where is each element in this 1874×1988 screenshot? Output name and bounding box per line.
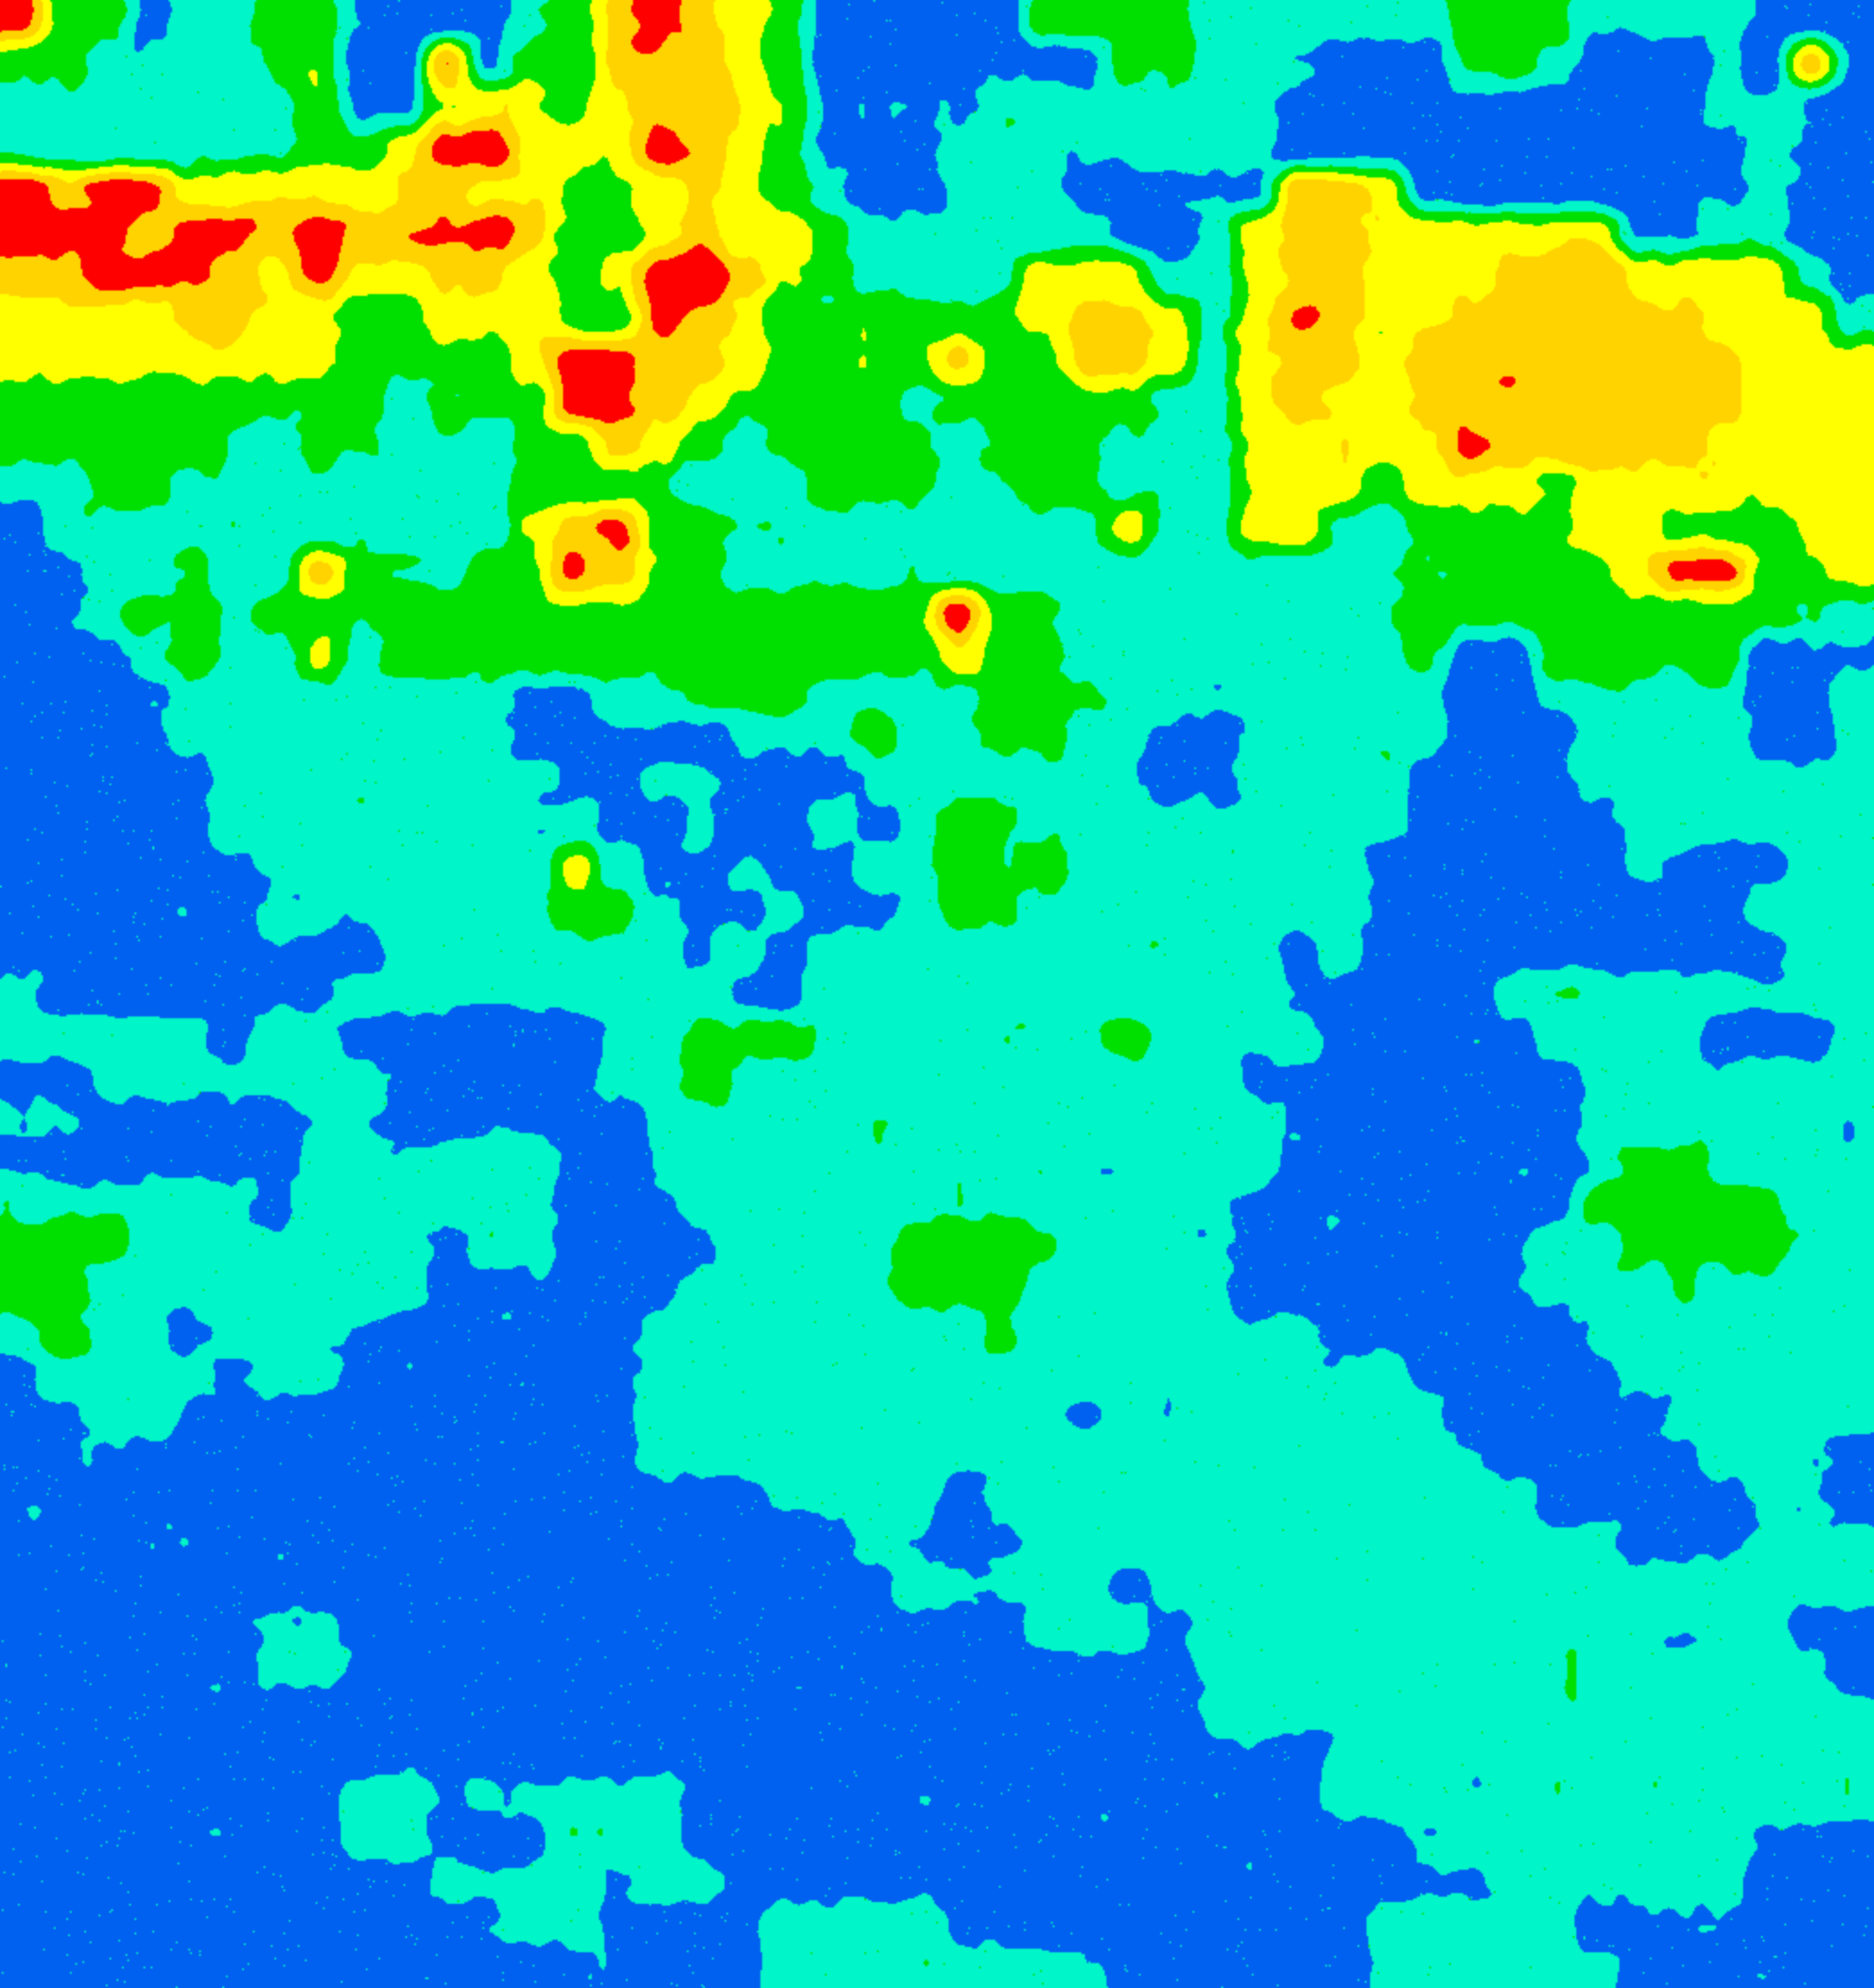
- false-color-map: [0, 0, 1874, 1988]
- raster-canvas: [0, 0, 1874, 1988]
